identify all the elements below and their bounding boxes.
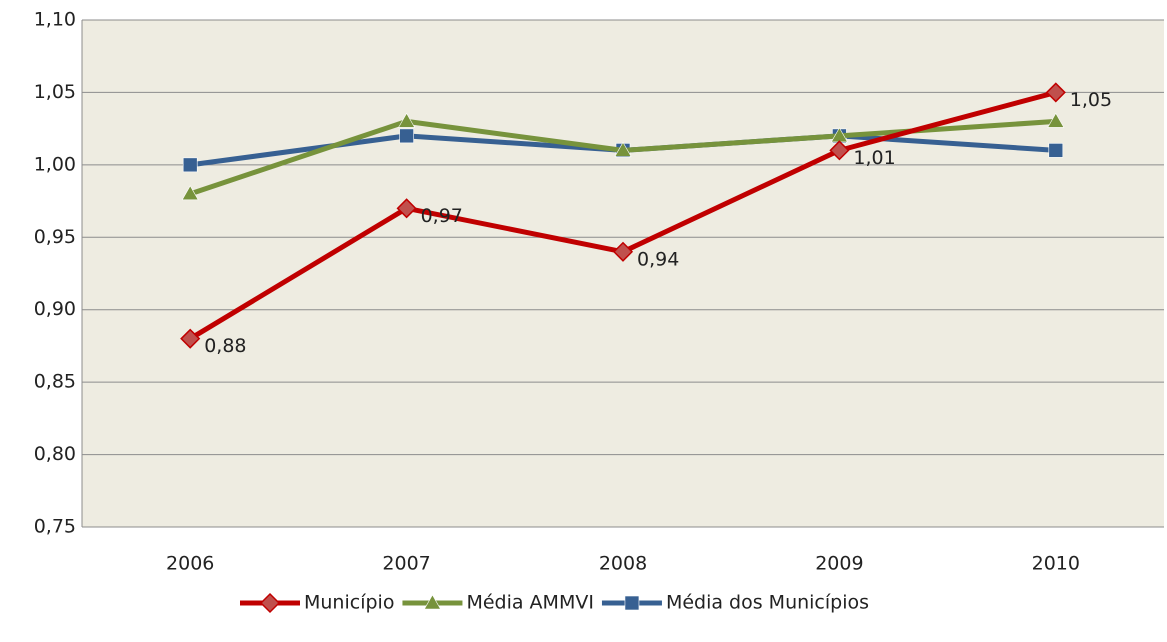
marker xyxy=(423,594,441,610)
x-tick-label: 2008 xyxy=(599,553,647,575)
marker xyxy=(624,595,640,611)
marker xyxy=(612,241,634,262)
marker xyxy=(182,157,198,173)
marker xyxy=(1048,143,1064,158)
data-label: 1,01 xyxy=(853,147,895,169)
y-tick-label: 0,80 xyxy=(34,443,76,465)
data-label: 0,88 xyxy=(204,335,246,357)
marker xyxy=(1045,82,1066,103)
marker xyxy=(1047,112,1065,128)
marker xyxy=(614,141,632,157)
plot-area xyxy=(82,20,1164,527)
marker xyxy=(399,128,414,144)
y-tick-label: 0,85 xyxy=(34,371,76,393)
y-tick-label: 1,10 xyxy=(34,9,76,31)
marker xyxy=(396,198,417,219)
y-tick-label: 1,05 xyxy=(34,81,76,103)
y-tick-label: 0,95 xyxy=(34,226,76,248)
data-label: 0,94 xyxy=(637,248,679,270)
marker xyxy=(181,185,199,201)
x-tick-label: 2007 xyxy=(382,553,430,575)
x-tick-label: 2009 xyxy=(815,553,863,575)
marker xyxy=(398,112,416,128)
x-tick-label: 2006 xyxy=(166,553,214,575)
legend-label: Média AMMVI xyxy=(466,592,594,614)
y-tick-label: 0,75 xyxy=(34,516,76,538)
y-tick-label: 0,90 xyxy=(34,298,76,320)
legend-label: Município xyxy=(304,592,394,614)
data-label: 0,97 xyxy=(421,205,463,227)
data-label: 1,05 xyxy=(1070,89,1112,111)
marker xyxy=(829,140,850,161)
marker xyxy=(180,328,201,349)
legend-label: Média dos Municípios xyxy=(666,592,869,614)
y-tick-label: 1,00 xyxy=(34,153,76,175)
marker xyxy=(259,592,281,614)
x-tick-label: 2010 xyxy=(1032,553,1080,575)
